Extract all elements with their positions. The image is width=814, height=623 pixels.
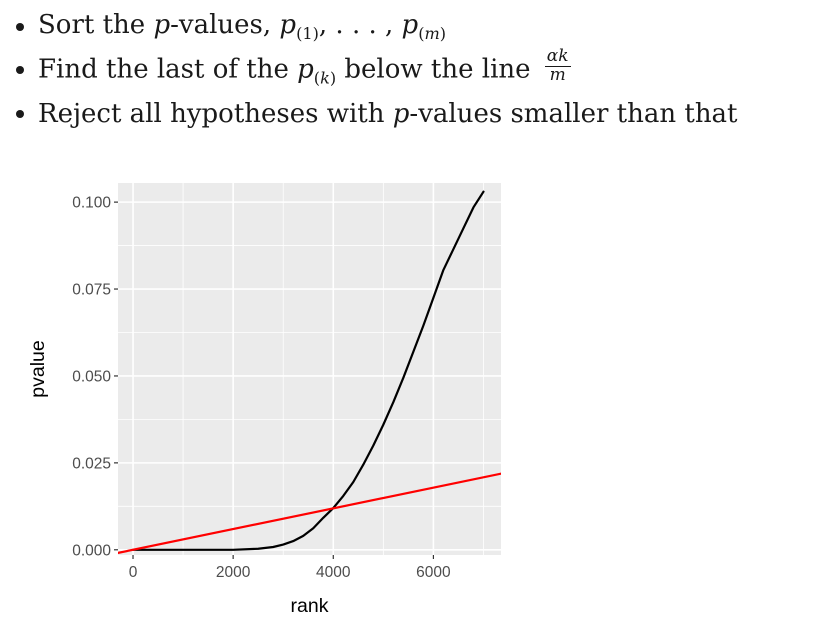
x-axis-title: rank [291, 595, 329, 617]
sorted-pvalue-line [131, 190, 485, 551]
y-axis: 0.000 0.025 0.050 0.075 0.100 [72, 195, 118, 559]
plot-panel [118, 183, 501, 555]
x-tick-label: 6000 [416, 564, 451, 581]
y-tick-label: 0.075 [72, 282, 111, 299]
bullet-dot [16, 23, 24, 31]
series-layer [118, 190, 501, 555]
bullet-text: Reject all hypotheses with p-values smal… [38, 99, 738, 129]
grid-major [118, 183, 501, 555]
x-tick-label: 4000 [316, 564, 351, 581]
y-tick-label: 0.100 [72, 195, 111, 212]
threshold-line [118, 472, 501, 555]
x-axis: 0 2000 4000 6000 [129, 555, 451, 581]
x-tick-label: 0 [129, 564, 138, 581]
bullet-item-sort: Sort the p-values, p(1), . . . , p(m) [14, 7, 446, 47]
bullet-dot [16, 110, 24, 118]
y-tick-label: 0.025 [72, 455, 111, 472]
bullet-text: Find the last of the p(k) below the line… [38, 45, 571, 88]
fraction: αk m [544, 45, 571, 85]
y-axis-title: pvalue [27, 340, 49, 397]
x-tick-label: 2000 [216, 564, 251, 581]
y-tick-label: 0.000 [72, 542, 111, 559]
grid-minor [118, 183, 501, 555]
bullet-item-find: Find the last of the p(k) below the line… [14, 45, 571, 90]
y-tick-label: 0.050 [72, 368, 111, 385]
bullet-text: Sort the p-values, p(1), . . . , p(m) [38, 9, 447, 44]
bullet-dot [16, 66, 24, 74]
bullet-item-reject: Reject all hypotheses with p-values smal… [14, 94, 738, 134]
